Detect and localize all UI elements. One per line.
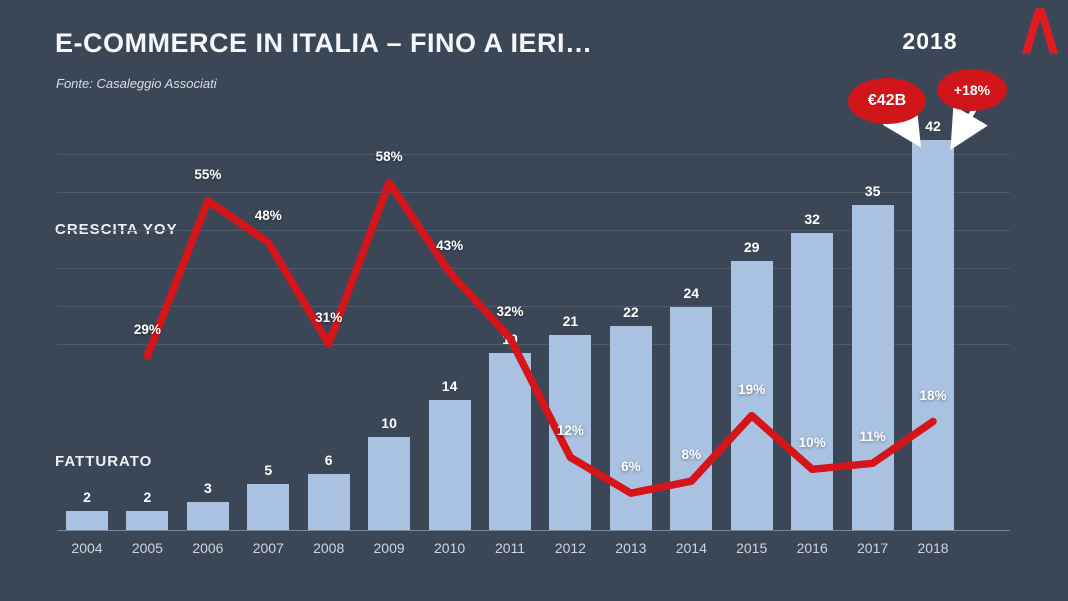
growth-point-label: 6%	[621, 459, 641, 475]
bar-value-label: 2	[83, 489, 91, 505]
x-axis-label: 2012	[554, 540, 586, 556]
growth-point-label: 43%	[436, 238, 464, 254]
growth-series-label: CRESCITA YOY	[55, 221, 178, 238]
revenue-bar	[186, 502, 229, 530]
growth-point-label: 58%	[375, 148, 403, 164]
bar-value-label: 14	[441, 378, 458, 394]
revenue-bar	[307, 474, 350, 530]
bar-value-label: 3	[203, 480, 212, 496]
bar-value-label: 35	[864, 183, 881, 199]
gridline	[57, 344, 1010, 345]
x-axis-label: 2009	[373, 540, 405, 556]
x-axis-label: 2006	[192, 540, 224, 556]
x-axis-label: 2014	[675, 540, 707, 556]
gridline	[57, 230, 1010, 231]
revenue-bar	[912, 140, 954, 530]
revenue-bar	[670, 307, 713, 530]
gridline	[57, 268, 1010, 269]
x-axis-label: 2008	[313, 540, 345, 556]
revenue-bar	[791, 233, 834, 530]
x-axis-label: 2015	[736, 540, 768, 556]
x-axis-label: 2005	[131, 540, 163, 556]
revenue-badge: €42B	[848, 78, 926, 124]
bar-value-label: 21	[562, 313, 579, 329]
gridline	[57, 192, 1010, 193]
slide-title: E-COMMERCE IN ITALIA – FINO A IERI…	[55, 28, 593, 58]
revenue-series-label: FATTURATO	[55, 453, 153, 470]
growth-point-label: 19%	[738, 381, 766, 397]
revenue-bar	[368, 437, 411, 530]
gridline	[57, 306, 1010, 307]
gridline	[57, 154, 1010, 155]
x-axis-line	[57, 530, 1010, 531]
revenue-bar	[428, 400, 471, 530]
year-callout: 2018	[902, 28, 958, 54]
x-axis-label: 2016	[796, 540, 828, 556]
x-axis-label: 2013	[615, 540, 647, 556]
growth-point-label: 8%	[681, 447, 702, 463]
x-axis-label: 2004	[71, 540, 103, 556]
growth-point-label: 55%	[194, 166, 222, 182]
bar-value-label: 6	[324, 452, 333, 468]
growth-point-label: 11%	[859, 429, 886, 445]
bar-value-label: 10	[381, 415, 397, 431]
x-axis-label: 2007	[252, 540, 284, 556]
company-logo-icon	[1021, 8, 1059, 54]
growth-point-label: 10%	[798, 435, 826, 451]
growth-point-label: 18%	[919, 387, 947, 403]
x-axis-label: 2010	[434, 540, 466, 556]
growth-point-label: 32%	[496, 304, 524, 319]
x-axis-label: 2018	[917, 540, 949, 556]
bar-value-label: 42	[925, 118, 941, 134]
bar-value-label: 2	[143, 489, 152, 505]
revenue-bar	[247, 484, 290, 530]
x-axis-label: 2017	[857, 540, 889, 556]
revenue-bar	[730, 261, 773, 530]
x-axis-label: 2011	[494, 540, 526, 556]
bar-value-label: 29	[743, 239, 760, 255]
revenue-bar	[66, 511, 108, 530]
growth-point-label: 29%	[133, 321, 161, 337]
bar-value-label: 22	[623, 304, 639, 320]
growth-point-label: 12%	[556, 423, 584, 439]
growth-badge: +18%	[937, 69, 1007, 111]
bar-value-label: 32	[804, 211, 820, 227]
growth-point-label: 31%	[315, 309, 343, 325]
revenue-bar	[851, 205, 894, 530]
source-note: Fonte: Casaleggio Associati	[56, 76, 217, 91]
revenue-bar	[126, 511, 169, 530]
growth-point-label: 48%	[254, 208, 282, 224]
bar-value-label: 5	[264, 462, 273, 478]
revenue-bar	[489, 353, 531, 530]
bar-value-label: 24	[683, 285, 700, 301]
